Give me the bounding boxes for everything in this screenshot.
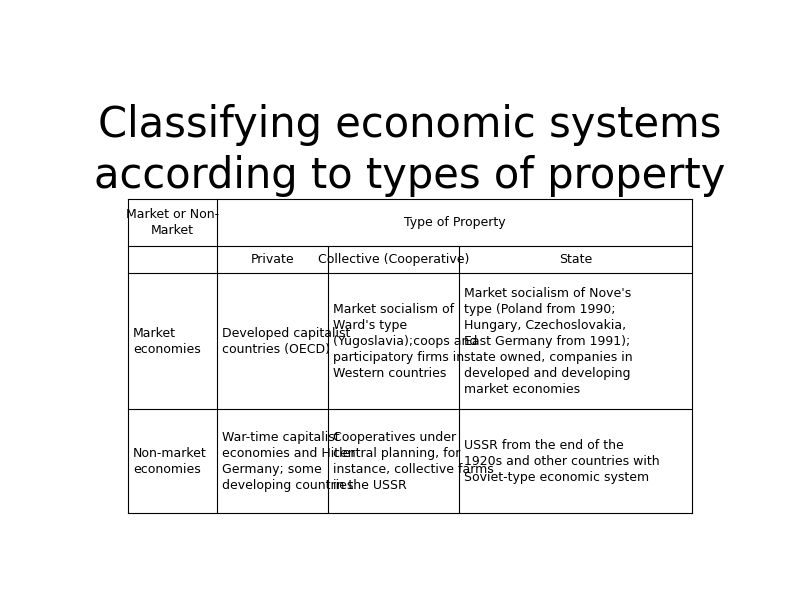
Text: Classifying economic systems: Classifying economic systems xyxy=(98,104,722,146)
Text: Market
economies: Market economies xyxy=(133,326,201,356)
Text: USSR from the end of the
1920s and other countries with
Soviet-type economic sys: USSR from the end of the 1920s and other… xyxy=(464,439,660,484)
Text: Private: Private xyxy=(250,253,294,266)
Text: Cooperatives under
central planning, for
instance, collective farms
in the USSR: Cooperatives under central planning, for… xyxy=(333,431,494,491)
Text: Non-market
economies: Non-market economies xyxy=(133,446,206,476)
Text: War-time capitalist
economies and Hitler
Germany; some
developing countries: War-time capitalist economies and Hitler… xyxy=(222,431,355,491)
Text: Market socialism of
Ward's type
(Yugoslavia);coops and
participatory firms in
We: Market socialism of Ward's type (Yugosla… xyxy=(333,302,477,380)
Text: Type of Property: Type of Property xyxy=(404,216,506,229)
Text: Market socialism of Nove's
type (Poland from 1990;
Hungary, Czechoslovakia,
East: Market socialism of Nove's type (Poland … xyxy=(464,287,633,395)
Text: according to types of property: according to types of property xyxy=(94,155,726,197)
Text: Market or Non-
Market: Market or Non- Market xyxy=(126,208,219,237)
Text: Collective (Cooperative): Collective (Cooperative) xyxy=(318,253,469,266)
Text: State: State xyxy=(559,253,592,266)
Text: Developed capitalist
countries (OECD): Developed capitalist countries (OECD) xyxy=(222,326,350,356)
